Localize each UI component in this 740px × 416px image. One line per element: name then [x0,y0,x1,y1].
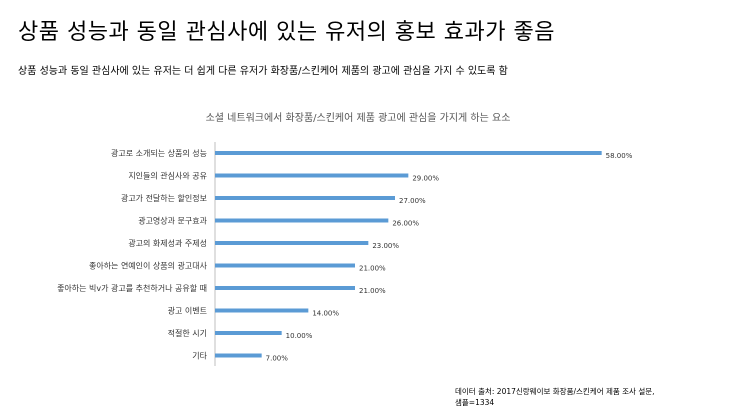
bar [215,353,262,358]
bar [215,331,282,335]
chart-title: 소셜 네트워크에서 화장품/스킨케어 제품 광고에 관심을 가지게 하는 요소 [206,111,511,124]
category-label: 좋아하는 연예인이 상품의 광고대사 [89,261,208,271]
data-label: 58.00% [606,152,633,160]
data-label: 7.00% [266,355,289,363]
source-line-1: 데이터 출처: 2017신랑웨이보 화장품/스킨케어 제품 조사 설문, [455,387,655,396]
bars-layer: 광고로 소개되는 상품의 성능 58.00% 지인들의 관심사와 공유 29.00% 광… [57,148,633,363]
bar [215,241,369,245]
bar [215,286,355,290]
category-label: 적절한 시기 [168,328,207,338]
category-label: 광고 이벤트 [168,306,207,316]
bar [215,151,602,155]
category-label: 광고가 전달하는 할인정보 [121,193,207,203]
bar [215,308,309,313]
data-label: 21.00% [359,265,386,273]
data-label: 14.00% [312,310,339,318]
slide-title: 상품 성능과 동일 관심사에 있는 유저의 홍보 효과가 좋음 [18,20,555,45]
bar [215,218,389,223]
category-label: 기타 [192,352,207,361]
category-label: 좋아하는 빅v가 광고를 추천하거나 공유할 때 [57,283,207,293]
data-label: 10.00% [286,332,313,340]
data-label: 26.00% [392,220,419,228]
data-label: 21.00% [359,287,386,295]
data-label: 23.00% [372,242,399,250]
bar [215,196,395,200]
source-note: 데이터 출처: 2017신랑웨이보 화장품/스킨케어 제품 조사 설문, 샘플=… [455,386,655,408]
category-label: 광고로 소개되는 상품의 성능 [111,148,207,158]
data-label: 27.00% [399,197,426,205]
category-label: 광고영상과 문구효과 [138,216,207,226]
category-label: 광고의 화제성과 주제성 [128,238,207,248]
source-line-2: 샘플=1334 [455,398,495,407]
bar [215,263,355,268]
slide-subtitle: 상품 성능과 동일 관심사에 있는 유저는 더 쉽게 다른 유저가 화장품/스킨… [18,66,508,77]
bar [215,173,409,178]
data-label: 29.00% [412,175,439,183]
category-label: 지인들의 관심사와 공유 [128,171,207,181]
